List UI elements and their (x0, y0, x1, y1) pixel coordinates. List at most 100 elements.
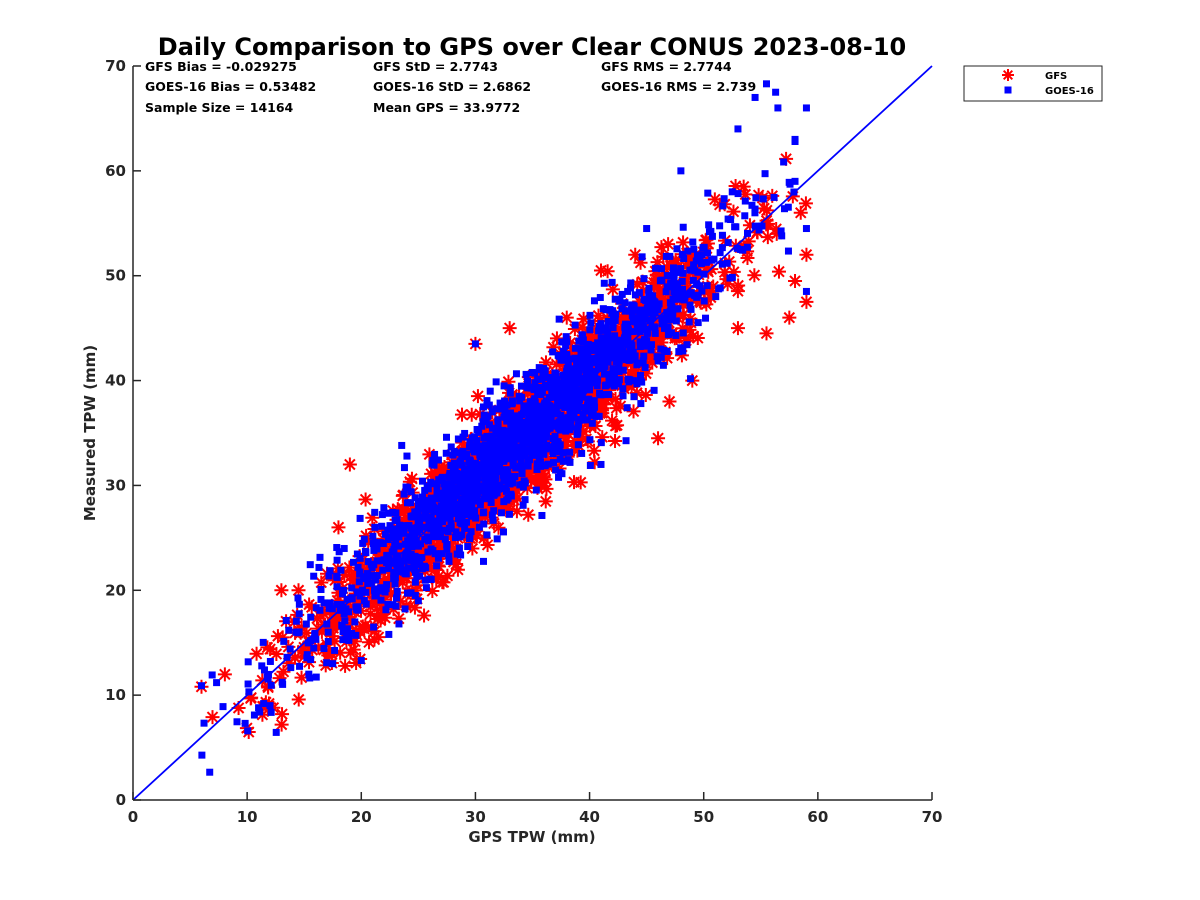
goes16-point (461, 493, 469, 501)
goes16-point (355, 578, 363, 586)
goes16-point (317, 585, 325, 593)
gfs-point (736, 179, 751, 194)
goes16-point (802, 104, 810, 112)
gfs-point (726, 264, 741, 279)
goes16-point (433, 482, 441, 490)
goes16-point (392, 552, 400, 560)
goes16-point (718, 244, 726, 252)
goes16-point (260, 700, 268, 708)
gfs-point (520, 481, 535, 496)
goes16-point (533, 412, 541, 420)
goes16-point (611, 332, 619, 340)
goes16-point (310, 644, 318, 652)
goes16-point (770, 193, 778, 201)
goes16-point (675, 268, 683, 276)
gfs-point (325, 618, 340, 633)
goes16-point (684, 247, 692, 255)
goes16-point (555, 473, 563, 481)
goes16-point (751, 93, 759, 101)
gfs-point (579, 327, 594, 342)
goes16-point (506, 480, 514, 488)
goes16-point (663, 272, 671, 280)
goes16-point (761, 170, 769, 178)
gfs-point (324, 629, 339, 644)
goes16-point (654, 306, 662, 314)
goes16-point (421, 514, 429, 522)
goes16-point (584, 349, 592, 357)
goes16-point (512, 420, 520, 428)
goes16-point (450, 447, 458, 455)
gfs-point (398, 510, 413, 525)
gfs-point (682, 322, 697, 337)
gfs-point (626, 404, 641, 419)
goes16-point (784, 203, 792, 211)
goes16-point (672, 317, 680, 325)
goes16-point (718, 260, 726, 268)
goes16-point (530, 451, 538, 459)
goes16-point (700, 297, 708, 305)
goes16-point (476, 498, 484, 506)
goes16-point (610, 382, 618, 390)
goes16-point (267, 708, 275, 716)
goes16-point (641, 336, 649, 344)
goes16-point (707, 227, 715, 235)
goes16-point (490, 491, 498, 499)
goes16-point (398, 441, 406, 449)
goes16-point (429, 505, 437, 513)
goes16-point (646, 309, 654, 317)
goes16-point (592, 412, 600, 420)
goes16-point (566, 408, 574, 416)
gfs-point (495, 415, 510, 430)
goes16-point (672, 331, 680, 339)
goes16-point (323, 620, 331, 628)
gfs-point (587, 443, 602, 458)
goes16-point (457, 551, 465, 559)
goes16-point (562, 402, 570, 410)
gfs-point (333, 645, 348, 660)
goes16-point (538, 388, 546, 396)
goes16-point (260, 666, 268, 674)
goes16-point (356, 514, 364, 522)
goes16-point (640, 296, 648, 304)
goes16-point (751, 209, 759, 217)
goes16-point (408, 543, 416, 551)
gfs-point (281, 656, 296, 671)
goes16-point (605, 390, 613, 398)
goes16-point (492, 405, 500, 413)
goes16-point (530, 432, 538, 440)
goes16-point (356, 554, 364, 562)
goes16-point (371, 575, 379, 583)
gfs-point (276, 664, 291, 679)
goes16-point (407, 589, 415, 597)
goes16-point (360, 535, 368, 543)
goes16-point (577, 345, 585, 353)
goes16-point (579, 384, 587, 392)
goes16-point (414, 507, 422, 515)
goes16-point (233, 718, 241, 726)
goes16-point (486, 495, 494, 503)
gfs-point (679, 271, 694, 286)
goes16-point (501, 406, 509, 414)
goes16-point (523, 377, 531, 385)
goes16-point (531, 395, 539, 403)
goes16-point (370, 546, 378, 554)
gfs-point (464, 407, 479, 422)
goes16-point (506, 415, 514, 423)
goes16-point (611, 295, 619, 303)
goes16-point (623, 404, 631, 412)
gfs-point (624, 380, 639, 395)
goes16-point (748, 201, 756, 209)
goes16-point (525, 433, 533, 441)
goes16-point (458, 486, 466, 494)
goes16-point (571, 388, 579, 396)
gfs-point (325, 607, 340, 622)
goes16-point (534, 448, 542, 456)
goes16-point (462, 481, 470, 489)
goes16-point (467, 500, 475, 508)
goes16-point (455, 503, 463, 511)
goes16-point (411, 591, 419, 599)
gfs-point (491, 520, 506, 535)
goes16-point (427, 494, 435, 502)
goes16-point (461, 429, 469, 437)
gfs-point (520, 386, 535, 401)
